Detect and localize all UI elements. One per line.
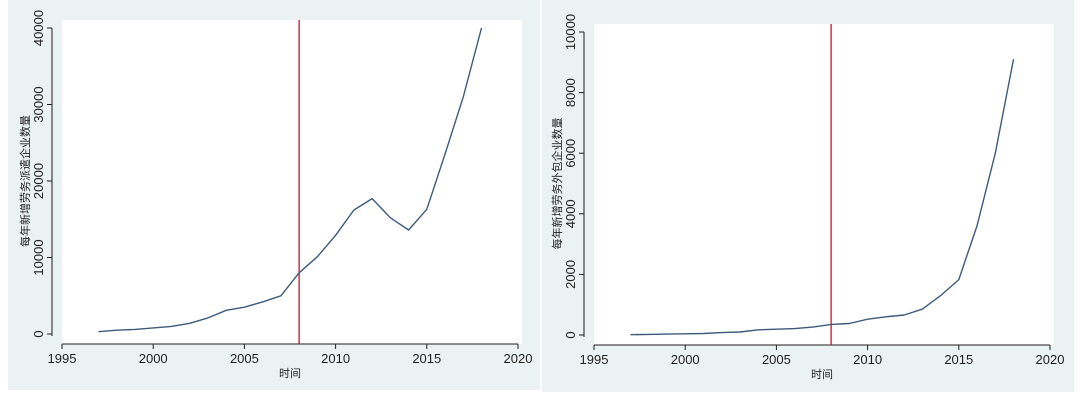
y-tick-label: 10000 <box>563 14 578 50</box>
chart-right: 0 2000 4000 6000 8000 10000 1995 2000 2005 2010 20… <box>550 14 1065 381</box>
x-tick-label: 2015 <box>412 351 441 366</box>
chart-panel-right: 0 2000 4000 6000 8000 10000 1995 2000 2005 2010 20… <box>542 0 1074 392</box>
chart-left: 0 10000 20000 30000 40000 1995 2000 2005 2010 201… <box>18 10 533 380</box>
y-tick-label: 0 <box>31 330 46 337</box>
series-line <box>98 27 483 333</box>
y-tick-label: 40000 <box>31 10 46 46</box>
y-tick-label: 10000 <box>31 239 46 275</box>
x-tick-label: 2000 <box>139 351 168 366</box>
y-tick-label: 20000 <box>31 163 46 199</box>
y-tick-label: 30000 <box>31 86 46 122</box>
x-tick-label: 2020 <box>1036 352 1065 367</box>
x-tick-label: 2005 <box>230 351 259 366</box>
x-tick-label: 2020 <box>504 351 533 366</box>
y-axis-title: 每年新增劳务外包企业数量 <box>550 118 564 250</box>
y-axis-title: 每年新增劳务派遣企业数量 <box>18 115 32 247</box>
y-tick-label: 8000 <box>563 78 578 107</box>
x-tick-label: 2015 <box>944 352 973 367</box>
chart-panel-left: 0 10000 20000 30000 40000 1995 2000 2005 2010 201… <box>8 0 540 390</box>
x-axis-title: 时间 <box>279 367 301 380</box>
y-tick-label: 2000 <box>563 260 578 289</box>
x-tick-label: 2000 <box>671 352 700 367</box>
x-tick-label: 2010 <box>853 352 882 367</box>
x-tick-label: 2005 <box>762 352 791 367</box>
y-tick-label: 0 <box>563 331 578 338</box>
x-tick-label: 1995 <box>580 352 609 367</box>
x-tick-label: 2010 <box>321 351 350 366</box>
plot-area <box>62 20 522 344</box>
plot-area <box>594 24 1054 345</box>
y-tick-label: 6000 <box>563 139 578 168</box>
x-tick-label: 1995 <box>48 351 77 366</box>
y-tick-label: 4000 <box>563 199 578 228</box>
x-axis-title: 时间 <box>811 368 833 381</box>
series-line <box>630 59 1015 336</box>
